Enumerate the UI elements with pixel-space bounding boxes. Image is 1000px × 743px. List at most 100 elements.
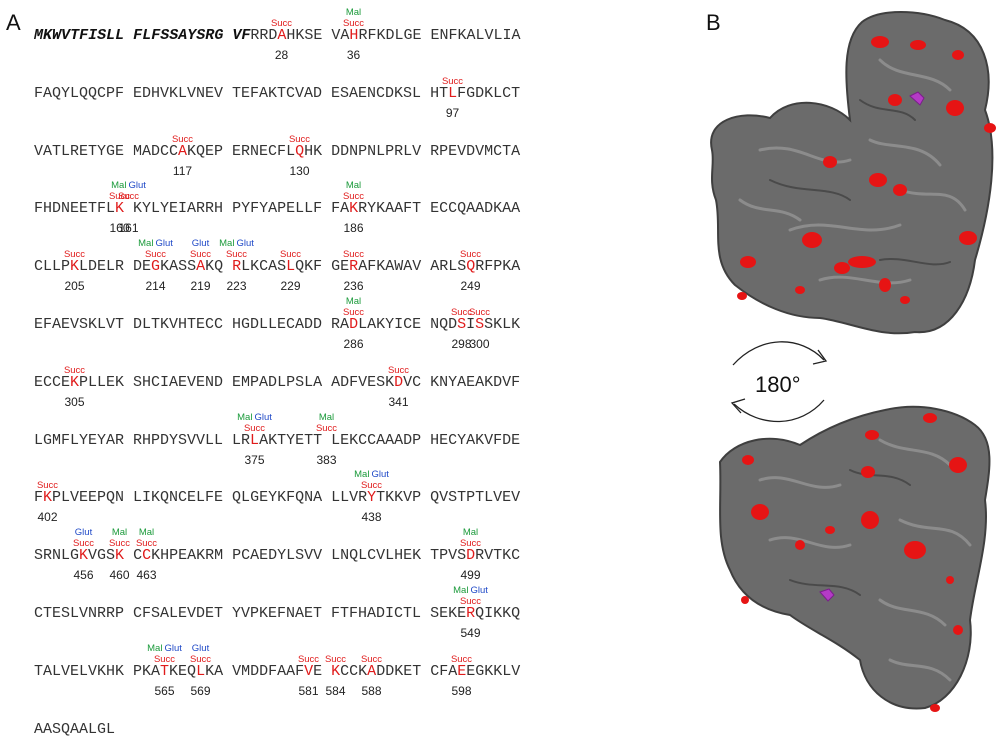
site-number: 463 (136, 568, 157, 583)
modified-lysine-patches-back (741, 413, 967, 712)
modified-lysine: L (250, 431, 260, 449)
site-annotation: 300 Succ (469, 308, 490, 350)
succ-label: Succ (279, 249, 302, 261)
site-annotation: 584 Succ (325, 655, 346, 697)
modified-lysine: A (196, 258, 206, 276)
site-annotation: 160 Succ (109, 192, 130, 234)
succ-label: Succ (315, 422, 338, 434)
succ-label: Succ (342, 18, 365, 29)
succ-label: Succ (468, 307, 491, 318)
succ-label: Succ (270, 18, 293, 29)
succ-label: Succ (459, 249, 482, 261)
succ-label: Succ (387, 364, 410, 376)
site-annotation: 499 Succ Mal (460, 528, 481, 581)
site-annotation: 161 Succ Mal Glut (111, 181, 146, 234)
modified-lysine: K (331, 662, 341, 680)
modified-lysine: S (475, 316, 485, 333)
site-annotation: 186 Succ Mal (343, 181, 364, 234)
succ-label: Succ (360, 653, 383, 665)
succ-label: Succ (324, 653, 347, 665)
sequence-row: FKPLVEEPQN LIKQNCELFE QLGEYKFQNA LLVRYTK… (34, 489, 521, 507)
modified-lysine: S (457, 316, 467, 333)
site-number: 160 (109, 221, 130, 236)
modified-lysine: H (349, 27, 359, 44)
succ-label: Succ (189, 249, 212, 261)
site-annotation: 456 Succ Glut (73, 528, 94, 581)
site-number: 569 (190, 683, 211, 698)
modified-lysine: R (232, 258, 242, 276)
succ-label: Succ (459, 538, 482, 550)
site-annotation: 28 Succ (271, 19, 292, 61)
site-number: 598 (451, 683, 472, 698)
modified-lysine: K (70, 373, 80, 391)
modified-lysine: R (349, 258, 359, 276)
protein-surface-back (718, 405, 991, 710)
site-number: 565 (154, 683, 175, 698)
site-annotation: 565 Succ Mal Glut (147, 644, 182, 697)
site-annotation: 223 Succ Mal Glut (219, 239, 254, 292)
site-number: 588 (361, 683, 382, 698)
succ-label: Succ (144, 249, 167, 261)
succ-label: Succ (153, 653, 176, 665)
mal-label: Mal (345, 296, 362, 307)
site-number: 161 (118, 221, 139, 236)
modified-lysine: E (457, 662, 467, 680)
site-number: 117 (172, 163, 193, 178)
modified-lysine: Q (295, 142, 305, 160)
rotation-label: 180° (755, 372, 801, 397)
sequence-row: FHDNEETFLK KYLYEIARRH PYFYAPELLF FAKRYKA… (34, 200, 521, 218)
modified-lysine: L (448, 84, 458, 102)
modified-lysine: G (151, 258, 161, 276)
site-number: 36 (346, 48, 361, 62)
mal-glut-label: Mal Glut (147, 642, 182, 654)
modified-lysine: K (115, 547, 125, 565)
sequence-row: TALVELVKHK PKATKEQLKA VMDDFAAFVE KCCKADD… (34, 662, 521, 680)
site-number: 438 (361, 510, 382, 525)
protein-structure-panel (710, 11, 996, 712)
mal-glut-label: Mal Glut (354, 469, 389, 481)
succ-label: Succ (450, 307, 473, 318)
sequence-row: LGMFLYEYAR RHPDYSVVLL LRLAKTYETT LEKCCAA… (34, 431, 521, 449)
site-annotation: 402 Succ (37, 481, 58, 523)
panel-label-a: A (6, 10, 21, 35)
site-annotation: 375 Succ Mal Glut (237, 413, 272, 466)
modified-lysine: A (277, 27, 287, 44)
succ-label: Succ (72, 538, 95, 550)
succ-label: Succ (342, 307, 365, 318)
mal-label: Mal (111, 527, 128, 539)
succ-label: Succ (360, 480, 383, 492)
site-number: 219 (190, 279, 211, 294)
mal-label: Mal (138, 527, 155, 539)
mal-label: Mal (345, 7, 362, 18)
sequence-row: SRNLGKVGSK CCKHPEAKRM PCAEDYLSVV LNQLCVL… (34, 547, 521, 565)
modified-lysine: D (394, 373, 404, 391)
succ-label: Succ (243, 422, 266, 434)
site-number: 249 (460, 279, 481, 294)
site-number: 305 (64, 394, 85, 409)
site-annotation: 36 Succ Mal (343, 8, 364, 61)
modified-lysine: T (160, 662, 170, 680)
site-number: 300 (469, 337, 490, 351)
succ-label: Succ (342, 191, 365, 203)
site-annotation: 229 Succ (280, 250, 301, 292)
site-number: 375 (244, 452, 265, 467)
site-annotation: 97 Succ (442, 77, 463, 119)
site-number: 236 (343, 279, 364, 294)
site-number: 549 (460, 626, 481, 640)
mal-glut-label: Mal Glut (453, 585, 488, 596)
mal-glut-label: Mal Glut (111, 180, 146, 192)
succ-label: Succ (63, 249, 86, 261)
sequence-row: CTESLVNRRP CFSALEVDET YVPKEFNAET FTFHADI… (34, 605, 521, 622)
mal-label: Mal (462, 527, 479, 539)
glut-label: Glut (74, 527, 93, 539)
succ-label: Succ (459, 596, 482, 607)
sequence-row: FAQYLQQCPF EDHVKLVNEV TEFAKTCVAD ESAENCD… (34, 84, 521, 102)
site-number: 456 (73, 568, 94, 583)
mal-label: Mal (345, 180, 362, 192)
modified-lysine: A (367, 662, 377, 680)
surface-view-front (710, 11, 996, 335)
site-number: 581 (298, 683, 319, 698)
succ-label: Succ (225, 249, 248, 261)
ligand-back (819, 588, 835, 602)
site-number: 286 (343, 337, 364, 351)
